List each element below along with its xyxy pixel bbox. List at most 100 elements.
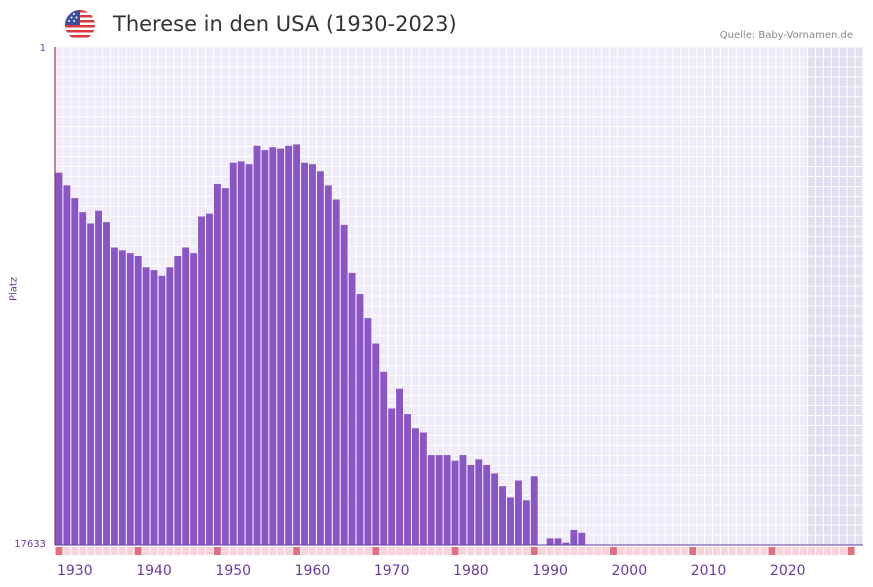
bar-1967 <box>364 318 372 545</box>
bar-1949 <box>221 188 229 545</box>
bar-1988 <box>530 476 538 545</box>
year-tick-1992 <box>562 547 570 555</box>
bar-1966 <box>356 294 364 545</box>
bar-1991 <box>554 538 562 545</box>
year-tick-1951 <box>237 547 245 555</box>
bar-1936 <box>118 250 126 545</box>
year-tick-1985 <box>507 547 514 555</box>
year-tick-1979 <box>459 547 467 555</box>
year-tick-2023 <box>808 547 815 555</box>
bar-1976 <box>435 455 443 545</box>
year-tick-2002 <box>641 547 649 555</box>
year-tick-2025 <box>823 547 831 555</box>
year-tick-2000 <box>625 547 633 555</box>
year-tick-1928 <box>55 547 63 555</box>
bar-1969 <box>380 371 388 545</box>
year-tick-1982 <box>483 547 491 555</box>
bar-1977 <box>443 455 451 545</box>
bar-1974 <box>419 432 427 545</box>
year-tick-2015 <box>744 547 752 555</box>
year-tick-2007 <box>681 547 689 555</box>
year-tick-1933 <box>95 547 103 555</box>
year-tick-1963 <box>332 547 340 555</box>
year-tick-1987 <box>522 547 530 555</box>
bar-1947 <box>206 213 213 546</box>
bar-1992 <box>562 542 570 545</box>
bar-1983 <box>491 473 499 545</box>
year-tick-2021 <box>792 547 800 555</box>
year-tick-1957 <box>285 547 293 555</box>
bar-1937 <box>126 253 134 546</box>
bar-1960 <box>308 164 316 545</box>
year-tick-1991 <box>554 547 562 555</box>
year-tick-1947 <box>206 547 213 555</box>
year-tick-2024 <box>815 547 823 555</box>
x-tick-label-2020: 2020 <box>770 563 806 579</box>
year-tick-1934 <box>103 547 110 555</box>
bar-1939 <box>142 267 150 545</box>
year-tick-1986 <box>514 547 522 555</box>
year-tick-2010 <box>705 547 712 555</box>
year-tick-2028 <box>847 547 855 555</box>
x-tick-label-1980: 1980 <box>453 563 489 579</box>
year-tick-1936 <box>118 547 126 555</box>
year-tick-1948 <box>213 547 221 555</box>
bar-1968 <box>372 343 380 545</box>
year-tick-1942 <box>166 547 174 555</box>
bar-1985 <box>507 497 514 545</box>
year-tick-1955 <box>269 547 277 555</box>
bar-1932 <box>87 223 95 546</box>
bar-1938 <box>134 255 142 546</box>
source-link[interactable]: Quelle: Baby-Vornamen.de <box>719 30 853 41</box>
bar-1973 <box>411 428 419 545</box>
year-tick-2019 <box>776 547 784 555</box>
year-tick-1984 <box>499 547 507 555</box>
year-tick-1961 <box>316 547 324 555</box>
year-tick-1929 <box>63 547 71 555</box>
year-tick-1945 <box>190 547 198 555</box>
bar-1958 <box>293 144 301 545</box>
bar-1961 <box>316 171 324 546</box>
year-tick-2008 <box>689 547 697 555</box>
year-tick-1972 <box>404 547 411 555</box>
bar-1929 <box>63 185 71 545</box>
bar-1971 <box>396 388 404 545</box>
year-tick-2003 <box>649 547 657 555</box>
bar-1993 <box>570 529 578 545</box>
y-tick-label-top: 1 <box>39 43 46 54</box>
year-tick-1966 <box>356 547 364 555</box>
bar-1930 <box>71 198 79 545</box>
bar-1970 <box>388 408 396 545</box>
bar-1951 <box>237 161 245 546</box>
year-tick-1956 <box>277 547 285 555</box>
x-tick-label-1960: 1960 <box>295 563 331 579</box>
bar-1964 <box>340 224 348 545</box>
year-tick-1958 <box>293 547 301 555</box>
bar-1935 <box>110 247 118 545</box>
year-tick-2001 <box>633 547 641 555</box>
year-tick-2006 <box>673 547 681 555</box>
year-tick-2020 <box>784 547 792 555</box>
year-tick-1943 <box>174 547 182 555</box>
year-tick-1998 <box>610 547 617 555</box>
year-tick-1980 <box>467 547 475 555</box>
bar-1952 <box>245 164 253 545</box>
year-tick-1935 <box>110 547 118 555</box>
year-tick-1949 <box>221 547 229 555</box>
bar-1986 <box>514 480 522 545</box>
bar-1984 <box>499 486 507 545</box>
bar-1940 <box>150 270 158 545</box>
year-tick-1940 <box>150 547 158 555</box>
bar-1982 <box>483 464 491 545</box>
year-tick-1953 <box>253 547 261 555</box>
year-tick-1994 <box>578 547 586 555</box>
year-tick-1990 <box>546 547 554 555</box>
year-tick-2009 <box>697 547 705 555</box>
y-tick-label-bottom: 17633 <box>14 539 46 550</box>
year-tick-1997 <box>602 547 610 555</box>
bar-1950 <box>229 162 237 545</box>
bar-1956 <box>277 148 285 546</box>
bar-1941 <box>158 275 166 545</box>
year-tick-1939 <box>142 547 150 555</box>
year-tick-2011 <box>712 547 720 555</box>
